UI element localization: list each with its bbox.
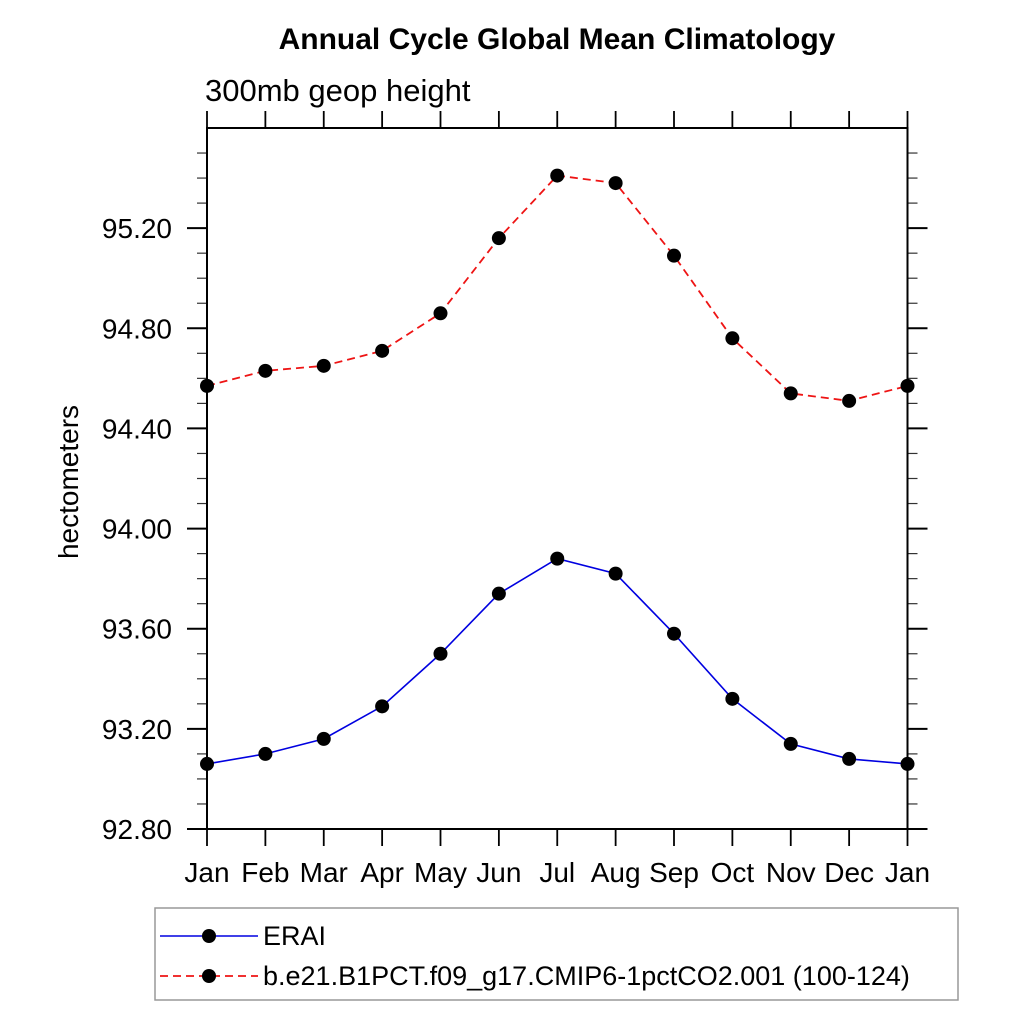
- data-point-marker: [433, 646, 448, 661]
- legend: ERAI b.e21.B1PCT.f09_g17.CMIP6-1pctCO2.00…: [154, 907, 959, 1001]
- chart-subtitle: 300mb geop height: [205, 73, 471, 108]
- series-line-model: [206, 174, 908, 402]
- x-axis-tick-label: Mar: [300, 857, 348, 888]
- data-point-marker: [550, 168, 565, 183]
- chart-title: Annual Cycle Global Mean Climatology: [279, 23, 836, 56]
- legend-marker-sample: [202, 969, 216, 983]
- data-point-marker: [491, 586, 506, 601]
- x-axis-tick-label: Sep: [649, 857, 699, 888]
- y-axis-tick-label: 93.60: [102, 614, 172, 645]
- data-point-marker: [433, 306, 448, 321]
- legend-label: b.e21.B1PCT.f09_g17.CMIP6-1pctCO2.001 (1…: [263, 961, 910, 991]
- plot-box: [206, 127, 909, 830]
- data-point-marker: [667, 248, 681, 263]
- data-point-marker: [316, 358, 331, 373]
- data-point-marker: [200, 756, 214, 771]
- x-axis-tick-label: May: [414, 857, 467, 888]
- x-axis-tick-label: Oct: [711, 857, 755, 888]
- data-point-marker: [900, 378, 915, 393]
- data-point-marker: [783, 386, 798, 401]
- y-axis-tick-label: 94.80: [102, 313, 172, 344]
- data-point-marker: [200, 378, 214, 393]
- data-point-marker: [608, 566, 623, 581]
- y-axis-tick-label: 93.20: [102, 714, 172, 745]
- data-point-marker: [842, 751, 857, 766]
- data-point-marker: [842, 393, 857, 408]
- y-axis-tick-label: 94.40: [102, 413, 172, 444]
- x-axis-tick-label: Dec: [824, 857, 874, 888]
- x-axis-tick-label: Apr: [360, 857, 404, 888]
- legend-marker-sample: [202, 929, 216, 943]
- data-point-marker: [725, 331, 740, 346]
- data-point-marker: [491, 231, 506, 246]
- data-point-marker: [667, 626, 681, 641]
- data-point-marker: [375, 699, 390, 714]
- data-point-marker: [725, 691, 740, 706]
- y-axis-title: hectometers: [53, 405, 84, 559]
- y-axis-tick-label: 94.00: [102, 514, 172, 545]
- series-line-erai: [206, 557, 908, 765]
- x-axis-tick-label: Jan: [885, 857, 930, 888]
- y-axis-tick-label: 95.20: [102, 213, 172, 244]
- data-point-marker: [316, 731, 331, 746]
- x-axis-tick-label: Jun: [476, 857, 521, 888]
- plot-area: 92.80 93.20 93.60 94.00 94.40 94.80 95.20 Jan Fe…: [102, 111, 930, 888]
- data-point-marker: [375, 343, 390, 358]
- legend-box: [154, 907, 959, 1001]
- x-axis-tick-label: Aug: [591, 857, 641, 888]
- data-point-marker: [258, 363, 273, 378]
- x-axis-tick-label: Jan: [184, 857, 229, 888]
- legend-label: ERAI: [263, 921, 326, 951]
- x-axis-tick-label: Jul: [539, 857, 575, 888]
- data-point-marker: [608, 176, 623, 191]
- data-point-marker: [783, 736, 798, 751]
- y-axis-tick-label: 92.80: [102, 814, 172, 845]
- x-axis-tick-label: Nov: [766, 857, 816, 888]
- data-point-marker: [900, 756, 915, 771]
- x-axis-tick-label: Feb: [241, 857, 289, 888]
- data-point-marker: [258, 746, 273, 761]
- data-point-marker: [550, 551, 565, 566]
